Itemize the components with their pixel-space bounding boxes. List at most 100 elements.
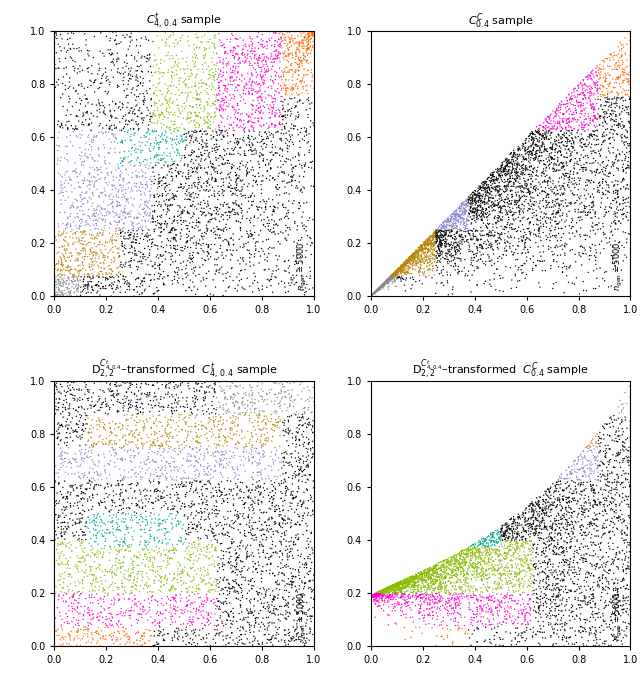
- Point: [83, 210, 93, 221]
- Point: [410, 571, 420, 582]
- Point: [574, 120, 584, 131]
- Point: [609, 607, 620, 618]
- Point: [442, 562, 452, 573]
- Point: [487, 196, 497, 207]
- Point: [494, 170, 504, 181]
- Point: [203, 417, 213, 428]
- Point: [140, 561, 150, 572]
- Point: [500, 526, 511, 537]
- Point: [396, 271, 406, 282]
- Point: [252, 175, 262, 186]
- Point: [192, 94, 202, 105]
- Point: [463, 542, 474, 553]
- Point: [564, 495, 575, 506]
- Point: [68, 166, 78, 177]
- Point: [411, 247, 421, 258]
- Point: [89, 31, 99, 42]
- Point: [119, 174, 129, 185]
- Point: [66, 285, 76, 296]
- Point: [430, 582, 440, 593]
- Point: [617, 116, 627, 127]
- Point: [184, 187, 194, 198]
- Point: [132, 250, 142, 261]
- Point: [518, 510, 529, 521]
- Point: [86, 194, 96, 205]
- Point: [273, 70, 284, 81]
- Point: [129, 291, 140, 302]
- Point: [244, 456, 254, 466]
- Point: [244, 248, 255, 259]
- Point: [88, 422, 99, 433]
- Point: [458, 551, 468, 562]
- Point: [381, 276, 391, 287]
- Point: [461, 580, 471, 591]
- Point: [118, 102, 128, 113]
- Point: [148, 163, 158, 174]
- Point: [375, 282, 385, 293]
- Point: [537, 516, 547, 527]
- Point: [266, 409, 276, 420]
- Point: [565, 166, 575, 176]
- Point: [63, 458, 74, 469]
- Point: [387, 270, 397, 281]
- Point: [496, 569, 506, 580]
- Point: [123, 493, 133, 504]
- Point: [199, 461, 209, 472]
- Point: [134, 501, 145, 512]
- Point: [614, 216, 624, 227]
- Point: [188, 163, 198, 174]
- Point: [609, 436, 620, 447]
- Point: [388, 581, 398, 592]
- Point: [239, 82, 250, 93]
- Point: [245, 226, 255, 237]
- Point: [563, 200, 573, 211]
- Point: [224, 98, 234, 109]
- Point: [235, 186, 245, 197]
- Point: [229, 517, 239, 528]
- Point: [158, 447, 168, 458]
- Point: [476, 196, 486, 207]
- Point: [474, 240, 484, 251]
- Point: [395, 581, 405, 592]
- Point: [550, 518, 561, 529]
- Point: [134, 123, 144, 134]
- Point: [94, 104, 104, 115]
- Point: [245, 404, 255, 415]
- Point: [591, 525, 602, 536]
- Point: [135, 141, 145, 152]
- Point: [261, 565, 271, 576]
- Point: [600, 505, 611, 516]
- Point: [559, 161, 569, 172]
- Point: [554, 496, 564, 507]
- Point: [525, 194, 535, 205]
- Point: [228, 523, 239, 534]
- Point: [259, 49, 269, 60]
- Point: [449, 252, 460, 263]
- Point: [408, 249, 419, 260]
- Point: [505, 593, 515, 604]
- Point: [202, 220, 212, 231]
- Point: [476, 553, 486, 564]
- Point: [372, 285, 383, 295]
- Point: [298, 38, 308, 49]
- Point: [176, 568, 186, 579]
- Point: [68, 520, 78, 531]
- Point: [404, 577, 414, 588]
- Point: [87, 268, 97, 279]
- Point: [187, 154, 197, 165]
- Point: [493, 602, 503, 613]
- Point: [306, 157, 316, 168]
- Point: [161, 51, 171, 62]
- Point: [74, 182, 84, 193]
- Point: [305, 103, 316, 114]
- Point: [528, 138, 538, 149]
- Point: [403, 263, 413, 274]
- Point: [94, 611, 104, 622]
- Point: [382, 274, 392, 285]
- Point: [69, 384, 79, 395]
- Point: [225, 36, 235, 47]
- Point: [218, 472, 228, 483]
- Point: [420, 581, 431, 592]
- Point: [256, 66, 266, 77]
- Point: [220, 438, 230, 449]
